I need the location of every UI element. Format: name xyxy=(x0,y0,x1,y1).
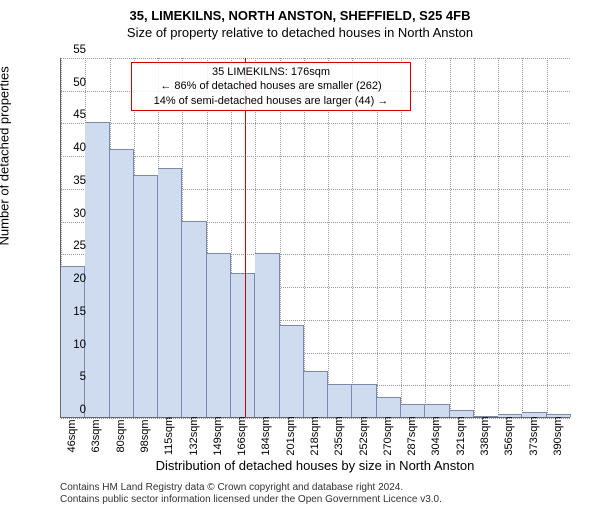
y-tick-label: 10 xyxy=(56,339,86,351)
x-tick-label: 184sqm xyxy=(260,416,272,456)
x-tick-label: 252sqm xyxy=(358,416,370,456)
histogram-bar xyxy=(85,122,109,417)
annotation-box: 35 LIMEKILNS: 176sqm ← 86% of detached h… xyxy=(131,62,411,111)
x-tick-label: 115sqm xyxy=(163,416,175,456)
x-tick-label: 270sqm xyxy=(382,416,394,456)
gridline-vertical xyxy=(450,58,451,417)
x-tick-label: 46sqm xyxy=(66,416,78,456)
y-axis-label: Number of detached properties xyxy=(0,66,12,245)
gridline-vertical xyxy=(304,58,305,417)
gridline-vertical xyxy=(328,58,329,417)
chart-subtitle: Size of property relative to detached ho… xyxy=(0,25,600,40)
annotation-line2: ← 86% of detached houses are smaller (26… xyxy=(138,79,404,93)
y-tick-label: 50 xyxy=(56,77,86,89)
histogram-bar xyxy=(158,168,182,417)
x-tick-label: 149sqm xyxy=(212,416,224,456)
y-tick-label: 0 xyxy=(56,404,86,416)
y-tick-label: 15 xyxy=(56,306,86,318)
x-tick-label: 287sqm xyxy=(406,416,418,456)
gridline-vertical xyxy=(377,58,378,417)
gridline-vertical xyxy=(425,58,426,417)
histogram-bar xyxy=(304,371,328,417)
histogram-bar xyxy=(231,273,255,417)
y-tick-label: 55 xyxy=(56,44,86,56)
chart-title-address: 35, LIMEKILNS, NORTH ANSTON, SHEFFIELD, … xyxy=(0,8,600,23)
gridline-horizontal xyxy=(61,123,570,124)
x-tick-label: 98sqm xyxy=(139,416,151,456)
license-line1: Contains HM Land Registry data © Crown c… xyxy=(60,482,442,494)
x-tick-label: 373sqm xyxy=(528,416,540,456)
histogram-bar xyxy=(134,175,158,417)
gridline-horizontal xyxy=(61,156,570,157)
x-tick-label: 321sqm xyxy=(455,416,467,456)
histogram-bar xyxy=(328,384,352,417)
histogram-bar xyxy=(110,149,134,417)
x-tick-label: 63sqm xyxy=(90,416,102,456)
histogram-bar xyxy=(377,397,401,417)
histogram-bar xyxy=(182,221,206,417)
license-text: Contains HM Land Registry data © Crown c… xyxy=(60,482,442,506)
gridline-vertical xyxy=(401,58,402,417)
gridline-horizontal xyxy=(61,58,570,59)
x-tick-label: 338sqm xyxy=(479,416,491,456)
x-tick-label: 166sqm xyxy=(236,416,248,456)
histogram-bar xyxy=(255,253,279,417)
gridline-vertical xyxy=(352,58,353,417)
x-tick-label: 304sqm xyxy=(430,416,442,456)
x-tick-label: 218sqm xyxy=(309,416,321,456)
x-tick-label: 201sqm xyxy=(285,416,297,456)
y-tick-label: 5 xyxy=(56,371,86,383)
reference-line xyxy=(245,58,246,417)
y-tick-label: 40 xyxy=(56,142,86,154)
x-tick-label: 356sqm xyxy=(503,416,515,456)
license-line2: Contains public sector information licen… xyxy=(60,494,442,506)
histogram-bar xyxy=(352,384,376,417)
x-tick-label: 132sqm xyxy=(188,416,200,456)
histogram-bar xyxy=(280,325,304,417)
gridline-vertical xyxy=(547,58,548,417)
gridline-vertical xyxy=(522,58,523,417)
x-tick-label: 390sqm xyxy=(552,416,564,456)
annotation-line1: 35 LIMEKILNS: 176sqm xyxy=(138,65,404,79)
x-tick-label: 235sqm xyxy=(333,416,345,456)
x-tick-label: 80sqm xyxy=(115,416,127,456)
x-axis-label: Distribution of detached houses by size … xyxy=(60,458,570,473)
histogram-bar xyxy=(207,253,231,417)
y-tick-label: 35 xyxy=(56,175,86,187)
gridline-vertical xyxy=(474,58,475,417)
y-tick-label: 30 xyxy=(56,208,86,220)
y-tick-label: 45 xyxy=(56,109,86,121)
y-tick-label: 25 xyxy=(56,240,86,252)
annotation-line3: 14% of semi-detached houses are larger (… xyxy=(138,94,404,108)
y-tick-label: 20 xyxy=(56,273,86,285)
gridline-vertical xyxy=(498,58,499,417)
plot-area: 35 LIMEKILNS: 176sqm ← 86% of detached h… xyxy=(60,58,570,418)
